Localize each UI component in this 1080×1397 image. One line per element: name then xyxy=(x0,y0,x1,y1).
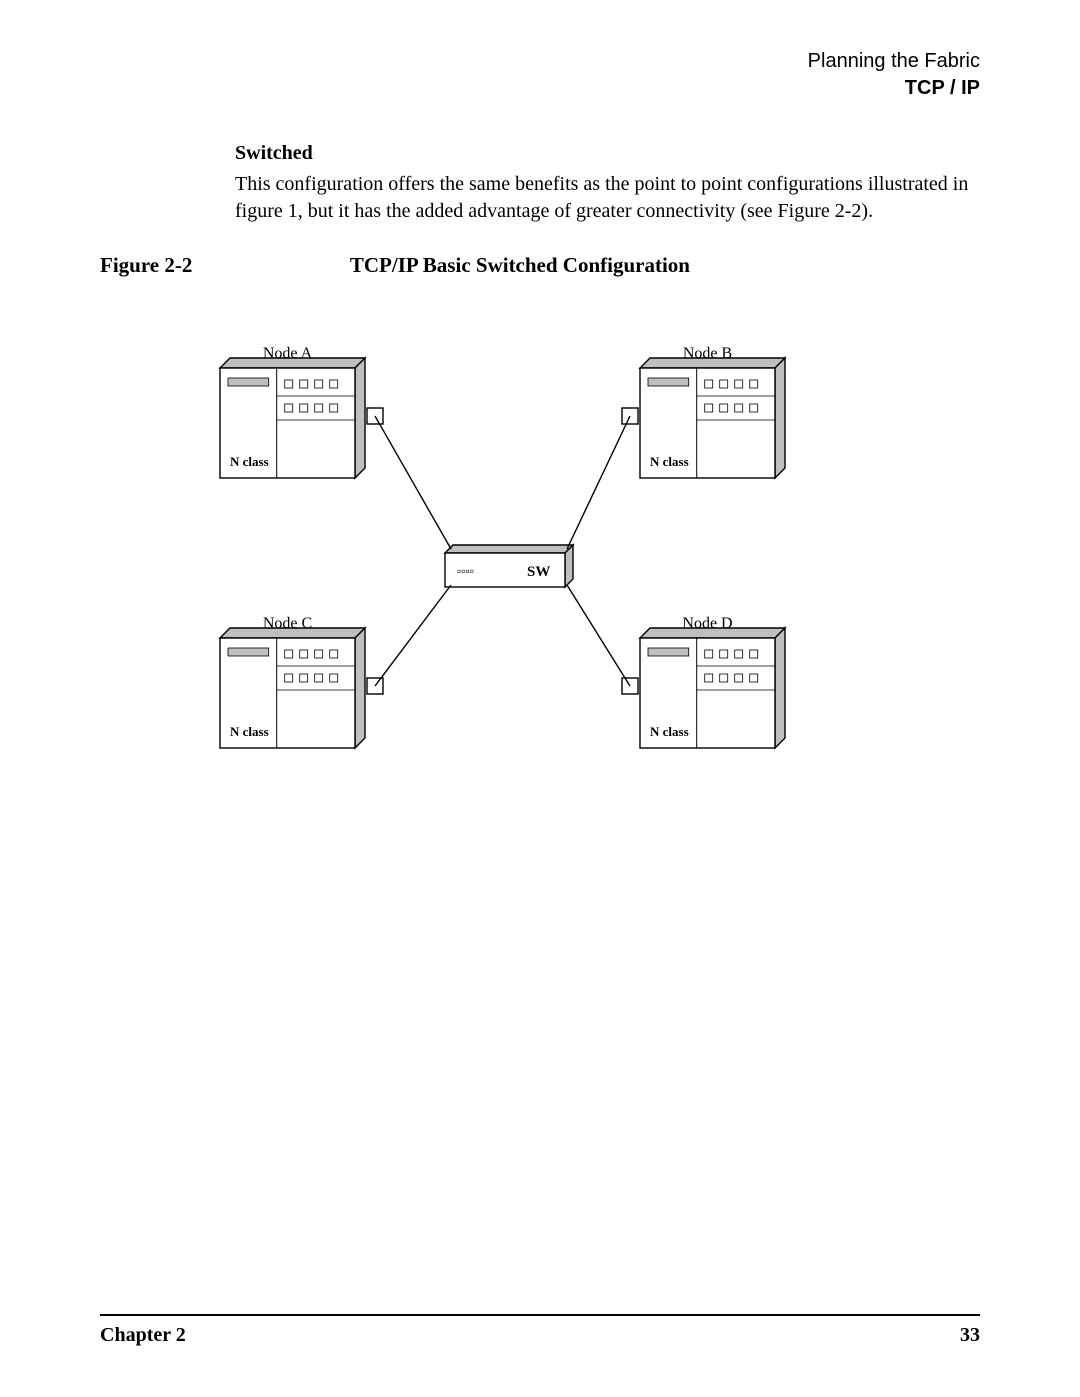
switch-node: ▫▫▫▫ SW xyxy=(445,545,573,587)
svg-text:▫▫▫▫: ▫▫▫▫ xyxy=(457,564,474,578)
figure-diagram: Node AN classNode BN classNode CN classN… xyxy=(180,318,840,818)
footer-page-number: 33 xyxy=(960,1324,980,1347)
svg-text:N class: N class xyxy=(230,724,269,739)
footer-chapter: Chapter 2 xyxy=(100,1324,186,1347)
server-node-A: Node AN class xyxy=(220,345,383,478)
server-node-B: Node BN class xyxy=(622,345,785,478)
running-head: Planning the Fabric TCP / IP xyxy=(100,48,980,102)
server-node-C: Node CN class xyxy=(220,615,383,748)
figure-caption-line: Figure 2-2 TCP/IP Basic Switched Configu… xyxy=(100,253,980,278)
running-head-line2: TCP / IP xyxy=(100,75,980,102)
section-paragraph: This configuration offers the same benef… xyxy=(235,171,980,225)
figure-caption: TCP/IP Basic Switched Configuration xyxy=(350,253,690,277)
section-subhead: Switched xyxy=(235,142,980,165)
svg-text:N class: N class xyxy=(650,724,689,739)
figure-label: Figure 2-2 xyxy=(100,253,345,278)
running-head-line1: Planning the Fabric xyxy=(100,48,980,75)
network-diagram-svg: Node AN classNode BN classNode CN classN… xyxy=(180,318,840,818)
document-page: Planning the Fabric TCP / IP Switched Th… xyxy=(0,0,1080,1397)
server-node-D: Node DN class xyxy=(622,615,785,748)
content-block: Switched This configuration offers the s… xyxy=(235,142,980,225)
svg-text:N class: N class xyxy=(230,454,269,469)
svg-text:SW: SW xyxy=(527,564,550,580)
svg-text:N class: N class xyxy=(650,454,689,469)
page-footer: Chapter 2 33 xyxy=(100,1314,980,1347)
